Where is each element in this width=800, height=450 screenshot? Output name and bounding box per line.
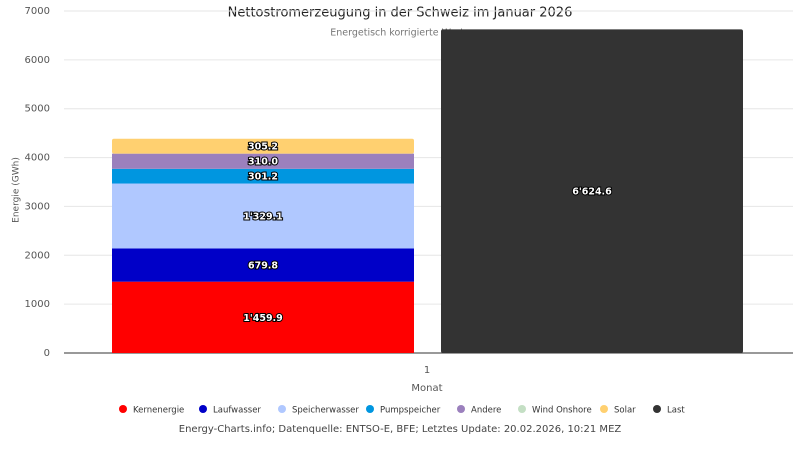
chart-subtitle: Energetisch korrigierte Werte (330, 28, 470, 39)
y-axis-title: Energie (GWh) (12, 157, 22, 223)
bar-segment (112, 281, 414, 353)
y-tick-label: 5000 (25, 104, 50, 115)
legend-label[interactable]: Pumpspeicher (380, 406, 441, 416)
legend-label[interactable]: Laufwasser (213, 406, 261, 416)
value-label: 6'624.6 (572, 187, 612, 198)
legend-marker[interactable] (457, 405, 465, 413)
bar-segment (112, 168, 414, 184)
y-tick-label: 7000 (25, 6, 50, 17)
value-label: 301.2 (248, 172, 278, 183)
x-tick-label: 1 (424, 365, 430, 376)
legend-label[interactable]: Speicherwasser (292, 406, 359, 416)
legend-marker[interactable] (278, 405, 286, 413)
value-label: 1'329.1 (243, 211, 283, 222)
legend-label[interactable]: Last (667, 406, 685, 416)
x-axis-title: Monat (411, 383, 442, 394)
bar-segment (112, 153, 414, 169)
legend-marker[interactable] (366, 405, 374, 413)
value-label: 305.2 (248, 142, 278, 153)
legend-label[interactable]: Kernenergie (133, 406, 184, 416)
legend-marker[interactable] (653, 405, 661, 413)
y-tick-label: 3000 (25, 201, 50, 212)
y-tick-label: 1000 (25, 299, 50, 310)
legend-label[interactable]: Wind Onshore (532, 406, 592, 416)
bar-segment (112, 138, 414, 154)
y-tick-label: 0 (44, 348, 50, 359)
legend-marker[interactable] (119, 405, 127, 413)
value-label: 310.0 (248, 157, 278, 168)
y-tick-label: 6000 (25, 55, 50, 66)
value-label: 679.8 (248, 261, 278, 272)
chart-title: Nettostromerzeugung in der Schweiz im Ja… (228, 6, 573, 21)
legend-label[interactable]: Solar (614, 406, 636, 416)
legend-label[interactable]: Andere (471, 406, 501, 416)
footer: Energy-Charts.info; Datenquelle: ENTSO-E… (179, 424, 622, 435)
bar-segment (112, 183, 414, 249)
legend-marker[interactable] (600, 405, 608, 413)
bar-segment (441, 29, 743, 353)
y-tick-label: 4000 (25, 153, 50, 164)
value-label: 1'459.9 (243, 313, 283, 324)
bar-segment (112, 248, 414, 282)
legend-marker[interactable] (199, 405, 207, 413)
y-tick-label: 2000 (25, 250, 50, 261)
legend-marker[interactable] (518, 405, 526, 413)
